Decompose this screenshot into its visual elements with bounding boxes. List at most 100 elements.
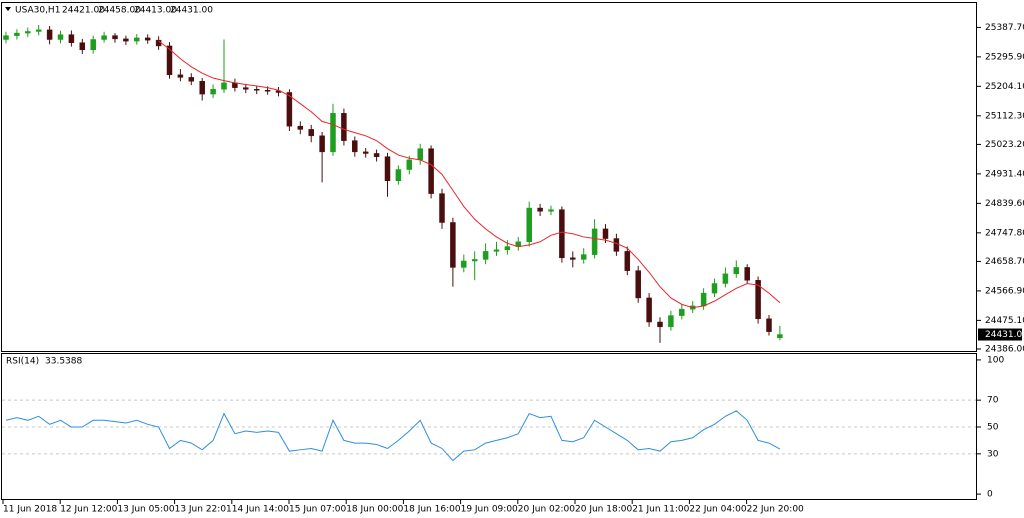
candle-body: [570, 257, 576, 260]
candle-body: [352, 140, 358, 153]
candle-body: [25, 31, 31, 34]
candle-body: [264, 89, 271, 92]
ohlc-value: 24431.00: [170, 6, 213, 16]
candle-body: [668, 315, 674, 328]
candle-body: [777, 334, 783, 338]
candle-body: [341, 113, 347, 141]
candle-body: [330, 113, 336, 153]
candle-body: [14, 32, 20, 36]
y-tick-label: 70: [987, 396, 999, 406]
candle-body: [188, 77, 195, 82]
price-tag-label: 24431.00: [985, 330, 1024, 340]
candle-body: [134, 37, 140, 42]
y-tick-label: 24386.00: [985, 344, 1024, 354]
candle-body: [657, 321, 663, 328]
candle-body: [112, 35, 118, 40]
candle-body: [166, 45, 173, 76]
rsi-line: [5, 410, 781, 462]
y-tick-label: 24658.70: [985, 257, 1024, 267]
candle-body: [591, 228, 598, 255]
candle-body: [362, 151, 369, 154]
candle-body: [3, 35, 9, 40]
candle-body: [384, 156, 391, 182]
candle-body: [428, 148, 434, 194]
x-tick-label: 18 Jun 16:00: [403, 505, 460, 515]
candle-body: [417, 148, 423, 161]
candle-body: [35, 29, 42, 32]
candle-body: [308, 129, 314, 137]
y-tick-label: 30: [987, 449, 999, 459]
y-tick-label: 100: [987, 355, 1004, 365]
candle-body: [297, 125, 304, 130]
candle-body: [406, 159, 413, 170]
y-tick-label: 25387.70: [985, 23, 1024, 33]
main-pane: [1, 2, 977, 352]
rsi-value: 33.5388: [45, 357, 82, 367]
x-tick-label: 14 Jun 14:00: [232, 505, 289, 515]
x-tick-label: 15 Jun 07:00: [289, 505, 346, 515]
y-tick-label: 25112.30: [985, 111, 1024, 121]
candle-body: [711, 283, 718, 294]
candle-body: [253, 89, 260, 91]
candle-body: [722, 273, 729, 284]
symbol: USA30,H1: [15, 6, 60, 16]
candle-body: [504, 246, 511, 251]
x-tick-label: 13 Jun 22:01: [175, 505, 232, 515]
ohlc-value: 24421.00: [62, 6, 105, 16]
candle-body: [68, 34, 75, 43]
candle-body: [439, 193, 445, 223]
candle-body: [123, 38, 129, 42]
x-tick-label: 18 Jun 00:00: [346, 505, 403, 515]
y-tick-label: 25295.90: [985, 52, 1024, 62]
candle-body: [155, 39, 162, 47]
candle-body: [548, 209, 554, 212]
y-tick-label: 24839.60: [985, 199, 1024, 209]
y-tick-label: 24931.40: [985, 169, 1024, 179]
candle-body: [493, 249, 500, 252]
y-tick-label: 24475.10: [985, 316, 1024, 326]
x-tick-label: 20 Jun 02:00: [518, 505, 575, 515]
y-tick-label: 25023.20: [985, 140, 1024, 150]
candle-body: [602, 228, 609, 239]
rsi-pane: [1, 353, 977, 500]
candle-body: [482, 251, 489, 260]
x-tick-label: 22 Jun 20:00: [747, 505, 804, 515]
candle-body: [700, 292, 707, 307]
candle-body: [755, 280, 761, 320]
candle-body: [373, 153, 380, 157]
candle-body: [733, 267, 740, 275]
y-tick-label: 50: [987, 423, 999, 433]
x-tick-label: 12 Jun 12:00: [60, 505, 117, 515]
candle-body: [286, 92, 293, 127]
x-tick-label: 20 Jun 18:00: [575, 505, 632, 515]
candle-body: [101, 35, 107, 40]
candle-body: [559, 209, 565, 259]
candle-body: [679, 308, 685, 316]
candle-body: [144, 37, 151, 41]
candle-body: [243, 87, 249, 90]
menu-arrow[interactable]: [5, 7, 11, 11]
ohlc-value: 24458.00: [98, 6, 141, 16]
candle-body: [319, 135, 325, 153]
candle-body: [79, 42, 86, 51]
y-tick-label: 25204.10: [985, 82, 1024, 92]
candle-body: [210, 89, 216, 95]
candle-body: [537, 207, 543, 212]
candle-body: [90, 39, 96, 51]
candle-body: [624, 251, 631, 271]
candle-body: [461, 260, 467, 268]
y-tick-label: 24566.90: [985, 286, 1024, 296]
candle-body: [766, 318, 772, 332]
x-tick-label: 13 Jun 05:00: [117, 505, 174, 515]
moving-average: [158, 40, 781, 309]
candle-body: [613, 238, 620, 252]
candle-body: [635, 270, 641, 299]
candle-body: [199, 80, 205, 95]
candle-body: [526, 207, 532, 243]
candle-body: [221, 82, 227, 90]
y-tick-label: 0: [987, 490, 993, 500]
x-tick-label: 19 Jun 09:00: [461, 505, 518, 515]
